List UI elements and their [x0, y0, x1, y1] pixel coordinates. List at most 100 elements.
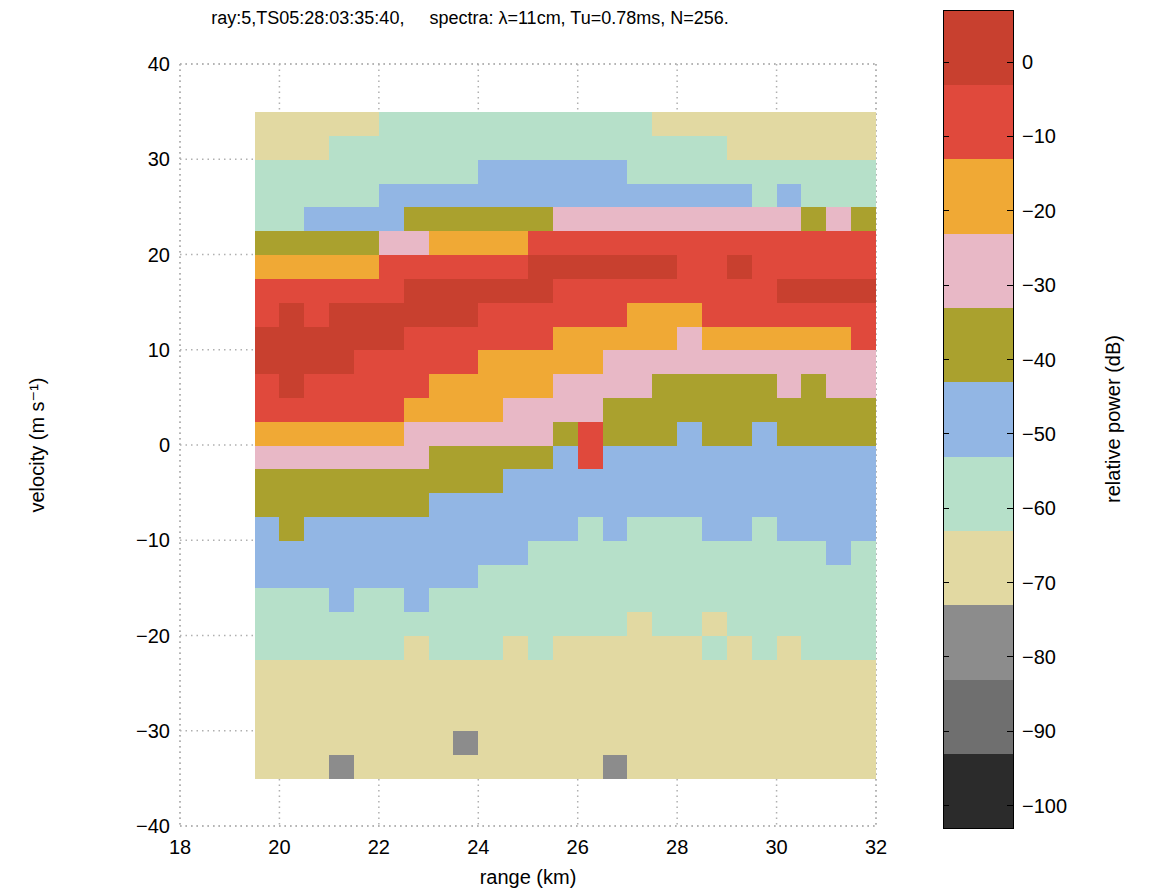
- cell: [453, 516, 478, 540]
- cell: [851, 231, 876, 255]
- cell: [702, 493, 727, 517]
- cell: [304, 278, 329, 302]
- cell: [727, 516, 752, 540]
- cell: [652, 564, 677, 588]
- cell: [354, 255, 379, 279]
- cell: [553, 231, 578, 255]
- cell: [503, 540, 528, 564]
- x-tick-label: 20: [268, 836, 290, 858]
- cell: [627, 731, 652, 755]
- cell: [453, 207, 478, 231]
- cell: [404, 516, 429, 540]
- cell: [255, 207, 280, 231]
- cell: [627, 588, 652, 612]
- cell: [429, 516, 454, 540]
- cell: [801, 707, 826, 731]
- cell: [379, 755, 404, 779]
- cell: [329, 707, 354, 731]
- cell: [801, 755, 826, 779]
- cell: [801, 231, 826, 255]
- cell: [528, 112, 553, 136]
- cell: [503, 374, 528, 398]
- cell: [801, 159, 826, 183]
- cell: [379, 612, 404, 636]
- cell: [752, 326, 777, 350]
- cell: [801, 183, 826, 207]
- cell: [777, 135, 802, 159]
- cell: [752, 612, 777, 636]
- cell: [702, 588, 727, 612]
- cell: [379, 469, 404, 493]
- cell: [603, 374, 628, 398]
- cell: [528, 588, 553, 612]
- cell: [503, 421, 528, 445]
- cell: [727, 636, 752, 660]
- cell: [379, 183, 404, 207]
- cell: [677, 278, 702, 302]
- cell: [329, 183, 354, 207]
- cell: [851, 207, 876, 231]
- cell: [379, 159, 404, 183]
- cell: [553, 683, 578, 707]
- cell: [379, 326, 404, 350]
- cell: [304, 183, 329, 207]
- colorbar-tick: [943, 731, 949, 732]
- cell: [304, 112, 329, 136]
- cell: [627, 231, 652, 255]
- cell: [801, 540, 826, 564]
- cell: [777, 231, 802, 255]
- cell: [329, 755, 354, 779]
- cell: [652, 183, 677, 207]
- cell: [478, 183, 503, 207]
- cell: [677, 469, 702, 493]
- cell: [279, 731, 304, 755]
- cell: [702, 707, 727, 731]
- colorbar-band: [943, 679, 1013, 754]
- cell: [702, 326, 727, 350]
- cell: [478, 540, 503, 564]
- cell: [777, 636, 802, 660]
- cell: [652, 731, 677, 755]
- cell: [627, 302, 652, 326]
- cell: [354, 302, 379, 326]
- colorbar-band: [943, 456, 1013, 531]
- cell: [826, 255, 851, 279]
- cell: [553, 112, 578, 136]
- cell: [777, 159, 802, 183]
- cell: [652, 326, 677, 350]
- cell: [578, 255, 603, 279]
- cell: [627, 135, 652, 159]
- colorbar-band: [943, 754, 1013, 829]
- cell: [304, 231, 329, 255]
- cell: [279, 135, 304, 159]
- cell: [329, 207, 354, 231]
- cell: [404, 255, 429, 279]
- colorbar-band: [943, 84, 1013, 159]
- cell: [404, 755, 429, 779]
- cell: [801, 350, 826, 374]
- cell: [255, 659, 280, 683]
- cell: [279, 302, 304, 326]
- cell: [553, 516, 578, 540]
- x-tick-label: 18: [169, 836, 191, 858]
- cell: [478, 564, 503, 588]
- cell: [429, 540, 454, 564]
- cell: [255, 302, 280, 326]
- cell: [279, 445, 304, 469]
- cell: [503, 469, 528, 493]
- cell: [503, 564, 528, 588]
- cell: [603, 731, 628, 755]
- cell: [404, 564, 429, 588]
- cell: [478, 755, 503, 779]
- cell: [578, 731, 603, 755]
- cell: [851, 112, 876, 136]
- cell: [627, 397, 652, 421]
- cell: [851, 612, 876, 636]
- cell: [453, 255, 478, 279]
- cell: [777, 374, 802, 398]
- colorbar-tick: [1007, 805, 1013, 806]
- cell: [429, 445, 454, 469]
- cell: [752, 183, 777, 207]
- cell: [279, 540, 304, 564]
- cell: [752, 207, 777, 231]
